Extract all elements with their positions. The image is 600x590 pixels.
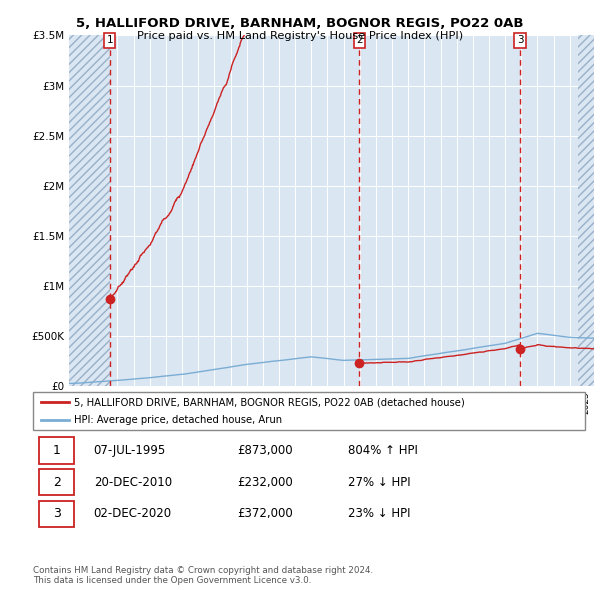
Text: 2: 2 bbox=[53, 476, 61, 489]
Text: Price paid vs. HM Land Registry's House Price Index (HPI): Price paid vs. HM Land Registry's House … bbox=[137, 31, 463, 41]
Text: 27% ↓ HPI: 27% ↓ HPI bbox=[347, 476, 410, 489]
FancyBboxPatch shape bbox=[38, 468, 74, 496]
Bar bbox=[578, 35, 594, 386]
FancyBboxPatch shape bbox=[38, 500, 74, 527]
Text: 07-JUL-1995: 07-JUL-1995 bbox=[94, 444, 166, 457]
Text: 23% ↓ HPI: 23% ↓ HPI bbox=[347, 507, 410, 520]
Text: HPI: Average price, detached house, Arun: HPI: Average price, detached house, Arun bbox=[74, 415, 283, 425]
Bar bbox=[69, 35, 110, 386]
Text: 1: 1 bbox=[53, 444, 61, 457]
Text: 3: 3 bbox=[517, 35, 523, 45]
Text: 3: 3 bbox=[53, 507, 61, 520]
Text: 1: 1 bbox=[106, 35, 113, 45]
Text: 5, HALLIFORD DRIVE, BARNHAM, BOGNOR REGIS, PO22 0AB (detached house): 5, HALLIFORD DRIVE, BARNHAM, BOGNOR REGI… bbox=[74, 397, 465, 407]
Text: 5, HALLIFORD DRIVE, BARNHAM, BOGNOR REGIS, PO22 0AB: 5, HALLIFORD DRIVE, BARNHAM, BOGNOR REGI… bbox=[76, 17, 524, 30]
FancyBboxPatch shape bbox=[38, 437, 74, 464]
Text: £873,000: £873,000 bbox=[237, 444, 293, 457]
Text: 804% ↑ HPI: 804% ↑ HPI bbox=[347, 444, 418, 457]
Text: Contains HM Land Registry data © Crown copyright and database right 2024.
This d: Contains HM Land Registry data © Crown c… bbox=[33, 566, 373, 585]
Text: 02-DEC-2020: 02-DEC-2020 bbox=[94, 507, 172, 520]
Text: £372,000: £372,000 bbox=[237, 507, 293, 520]
Text: £232,000: £232,000 bbox=[237, 476, 293, 489]
Text: 20-DEC-2010: 20-DEC-2010 bbox=[94, 476, 172, 489]
Text: 2: 2 bbox=[356, 35, 362, 45]
FancyBboxPatch shape bbox=[33, 392, 585, 430]
